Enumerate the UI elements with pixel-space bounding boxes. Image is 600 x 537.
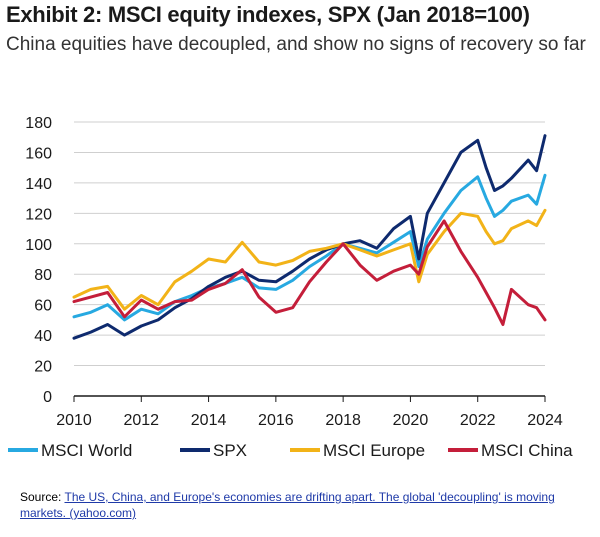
x-tick-label: 2022 (460, 412, 496, 429)
x-tick-label: 2024 (527, 412, 563, 429)
y-tick-label: 0 (43, 389, 52, 406)
x-tick-label: 2016 (258, 412, 294, 429)
series-line-msci-china (72, 219, 547, 326)
x-tick-label: 2018 (325, 412, 361, 429)
y-tick-label: 140 (25, 176, 52, 193)
y-tick-label: 60 (34, 298, 52, 315)
legend: MSCI World SPX MSCI Europe MSCI China (8, 441, 573, 460)
x-tick-label: 2020 (393, 412, 429, 429)
grid-lines (74, 121, 545, 367)
chart-subtitle: China equities have decoupled, and show … (6, 34, 586, 55)
x-tick-label: 2014 (191, 412, 227, 429)
source-prefix: Source: (20, 490, 65, 504)
chart-title: Exhibit 2: MSCI equity indexes, SPX (Jan… (6, 2, 530, 27)
legend-label-msci-world: MSCI World (41, 441, 132, 460)
series-line-spx (72, 134, 547, 340)
legend-label-msci-china: MSCI China (481, 441, 573, 460)
y-tick-label: 180 (25, 115, 52, 132)
y-tick-label: 20 (34, 359, 52, 376)
y-tick-label: 160 (25, 145, 52, 162)
x-tick-label: 2012 (123, 412, 159, 429)
y-tick-label: 120 (25, 206, 52, 223)
line-chart: 0 20 40 60 80 100 120 140 160 180 2010 2012 2014 2016… (8, 115, 573, 460)
y-tick-label: 80 (34, 267, 52, 284)
series-lines (72, 134, 547, 340)
legend-label-msci-europe: MSCI Europe (323, 441, 425, 460)
y-tick-label: 40 (34, 328, 52, 345)
source-note: Source: The US, China, and Europe's econ… (20, 489, 580, 521)
axes: 0 20 40 60 80 100 120 140 160 180 2010 2012 2014 2016… (25, 115, 563, 429)
y-tick-label: 100 (25, 237, 52, 254)
x-tick-label: 2010 (56, 412, 92, 429)
source-link[interactable]: The US, China, and Europe's economies ar… (20, 490, 555, 520)
legend-label-spx: SPX (213, 441, 247, 460)
